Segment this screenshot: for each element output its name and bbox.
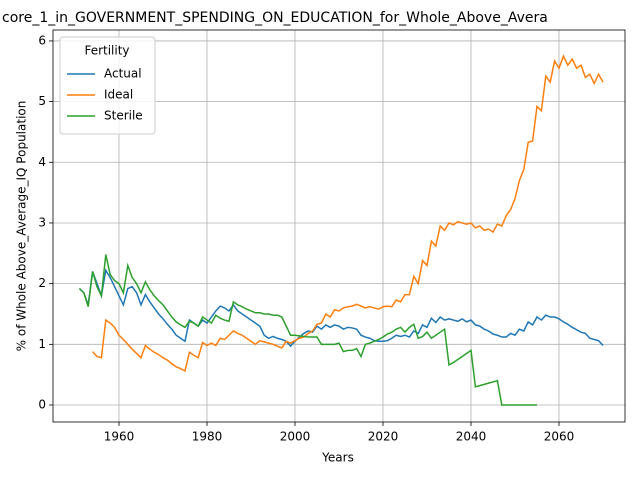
legend-title: Fertility: [84, 44, 129, 58]
y-tick-label: 3: [38, 215, 46, 229]
chart-title: core_1_in_GOVERNMENT_SPENDING_ON_EDUCATI…: [2, 10, 548, 26]
line-series: [78, 268, 604, 348]
x-tick-label: 2040: [456, 430, 487, 444]
x-tick-label: 2020: [368, 430, 399, 444]
legend-label: Actual: [104, 67, 142, 81]
y-tick-label: 6: [38, 33, 46, 47]
plot-frame: [52, 29, 626, 423]
line-series: [78, 254, 537, 406]
line-series: [92, 54, 604, 373]
y-tick-label: 4: [38, 155, 46, 169]
y-axis-label: % of Whole Above_Average_IQ Population: [15, 101, 29, 352]
legend-label: Ideal: [104, 88, 133, 102]
y-tick-label: 0: [38, 398, 46, 412]
y-tick-label: 5: [38, 94, 46, 108]
x-tick-label: 1980: [192, 430, 223, 444]
y-tick-label: 1: [38, 337, 46, 351]
x-tick-label: 2060: [544, 430, 575, 444]
legend-box: [59, 36, 156, 135]
x-tick-label: 2000: [280, 430, 311, 444]
x-tick-label: 1960: [104, 430, 135, 444]
legend: Fertility Actual Ideal Sterile: [59, 36, 156, 135]
y-tick-label: 2: [38, 276, 46, 290]
x-axis-label: Years: [321, 451, 354, 465]
legend-label: Sterile: [104, 109, 143, 123]
